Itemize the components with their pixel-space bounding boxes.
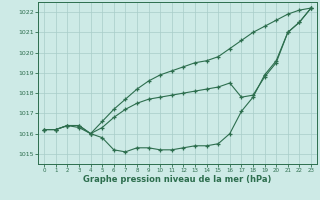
X-axis label: Graphe pression niveau de la mer (hPa): Graphe pression niveau de la mer (hPa) bbox=[84, 175, 272, 184]
